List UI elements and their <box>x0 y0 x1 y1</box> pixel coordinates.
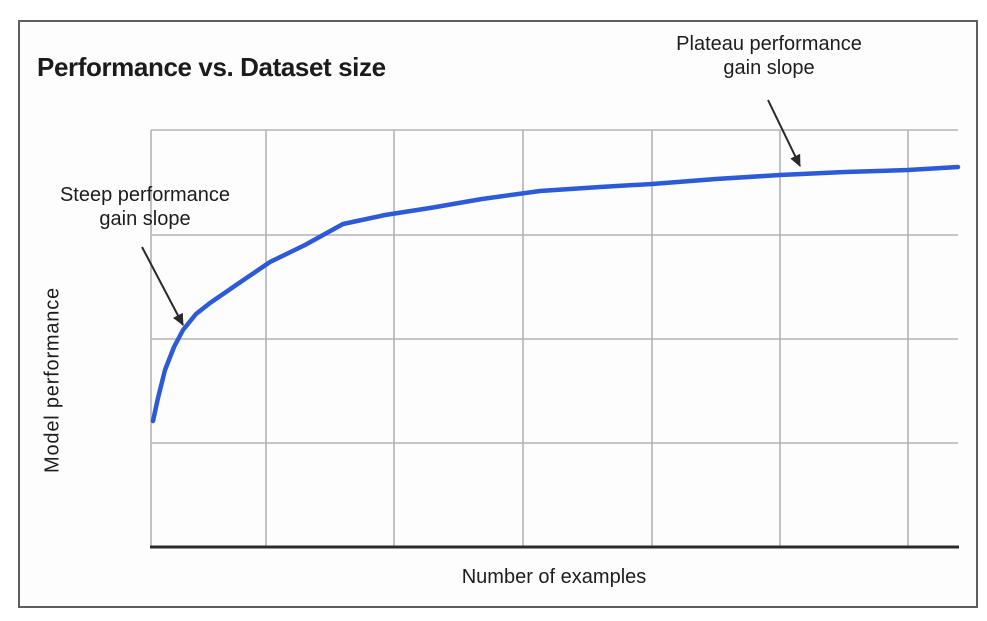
annotation-arrow-layer <box>141 99 801 326</box>
performance-curve <box>150 164 961 424</box>
y-axis-label: Model performance <box>41 287 64 473</box>
annotation-plateau-gain: Plateau performance gain slope <box>676 33 862 79</box>
x-axis-label: Number of examples <box>461 566 647 588</box>
annotation-steep-gain: Steep performance gain slope <box>59 184 231 230</box>
series-layer <box>150 164 961 424</box>
grid-layer <box>150 129 958 547</box>
annotation-arrow <box>767 99 801 167</box>
chart-title: Performance vs. Dataset size <box>37 52 386 82</box>
annotation-arrow <box>141 246 184 326</box>
